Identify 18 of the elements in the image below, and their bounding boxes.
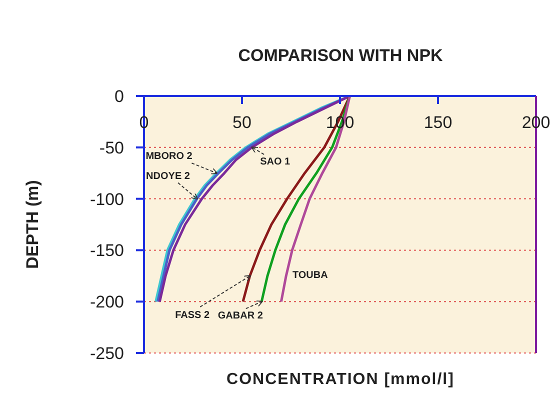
y-axis-title: DEPTH (m) (23, 180, 42, 269)
y-tick-label: -150 (90, 241, 124, 260)
y-tick-label: -50 (99, 138, 124, 158)
y-tick-label: -100 (90, 190, 124, 209)
y-tick-label: 0 (114, 87, 124, 106)
series-label: SAO 1 (260, 156, 291, 168)
text: FASS 2 (175, 310, 210, 321)
chart-title: COMPARISON WITH NPK (237, 46, 444, 66)
series-label: GABAR 2 (218, 310, 264, 322)
y-tick-label: -200 (90, 292, 124, 312)
x-axis-title: CONCENTRATION [mmol/l] (226, 371, 456, 389)
series-label: TOUBA (292, 270, 328, 281)
x-tick-label: 50 (232, 113, 252, 132)
y-tick-label: -250 (90, 344, 124, 363)
line-series (280, 96, 352, 303)
text: MBORO 2 (146, 151, 193, 162)
series-label: NDOYE 2 (146, 170, 190, 182)
x-tick-label: 150 (424, 113, 452, 132)
